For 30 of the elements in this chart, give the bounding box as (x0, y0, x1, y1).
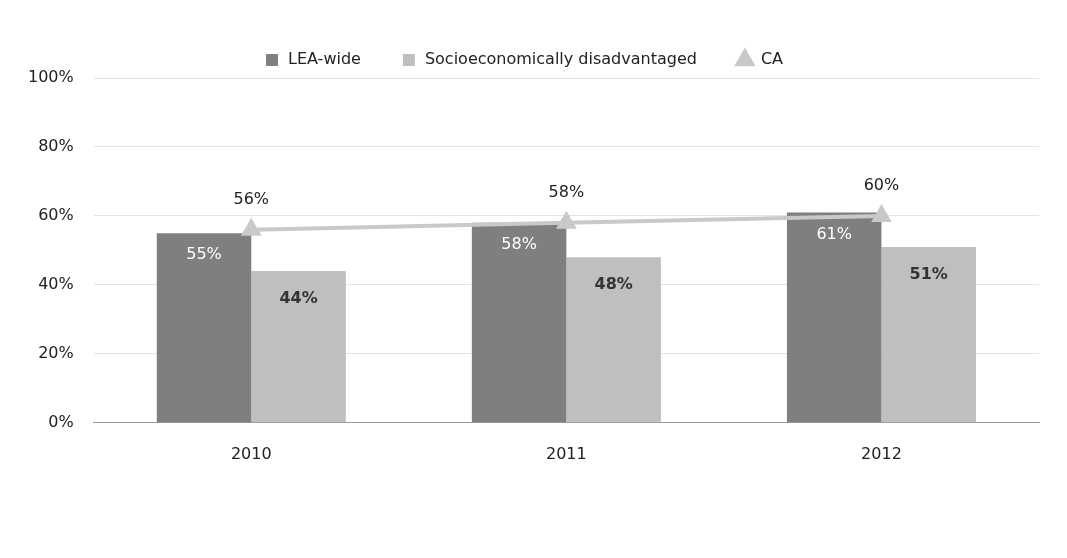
y-tick-label: 80% (38, 136, 74, 156)
data-label: 58% (501, 233, 537, 253)
data-label: 51% (909, 264, 948, 284)
data-label: 58% (548, 181, 585, 201)
bar (251, 271, 346, 423)
legend-label: Socioeconomically disadvantaged (424, 49, 697, 69)
y-tick-label: 0% (48, 411, 74, 431)
bar (566, 257, 661, 423)
data-label: 56% (233, 188, 270, 208)
point (872, 205, 891, 222)
x-tick-label: 2012 (861, 443, 902, 463)
x-tick-label: 2011 (546, 443, 587, 463)
data-label: 48% (594, 274, 633, 294)
data-label: 55% (186, 244, 222, 264)
y-tick-label: 40% (38, 274, 74, 294)
bar (156, 233, 252, 423)
legend-label: LEA-wide (288, 49, 361, 69)
point (557, 212, 576, 229)
bar (471, 222, 567, 423)
data-label: 61% (816, 223, 852, 243)
y-tick-label: 100% (27, 67, 74, 87)
point (242, 219, 261, 236)
x-tick-label: 2010 (230, 443, 272, 463)
data-label: 60% (863, 175, 900, 195)
legend-label: CA (760, 49, 784, 69)
data-label: 44% (279, 288, 318, 308)
y-tick-label: 60% (38, 205, 74, 225)
y-tick-label: 20% (38, 343, 74, 362)
bar (881, 246, 976, 423)
bar (786, 212, 882, 423)
